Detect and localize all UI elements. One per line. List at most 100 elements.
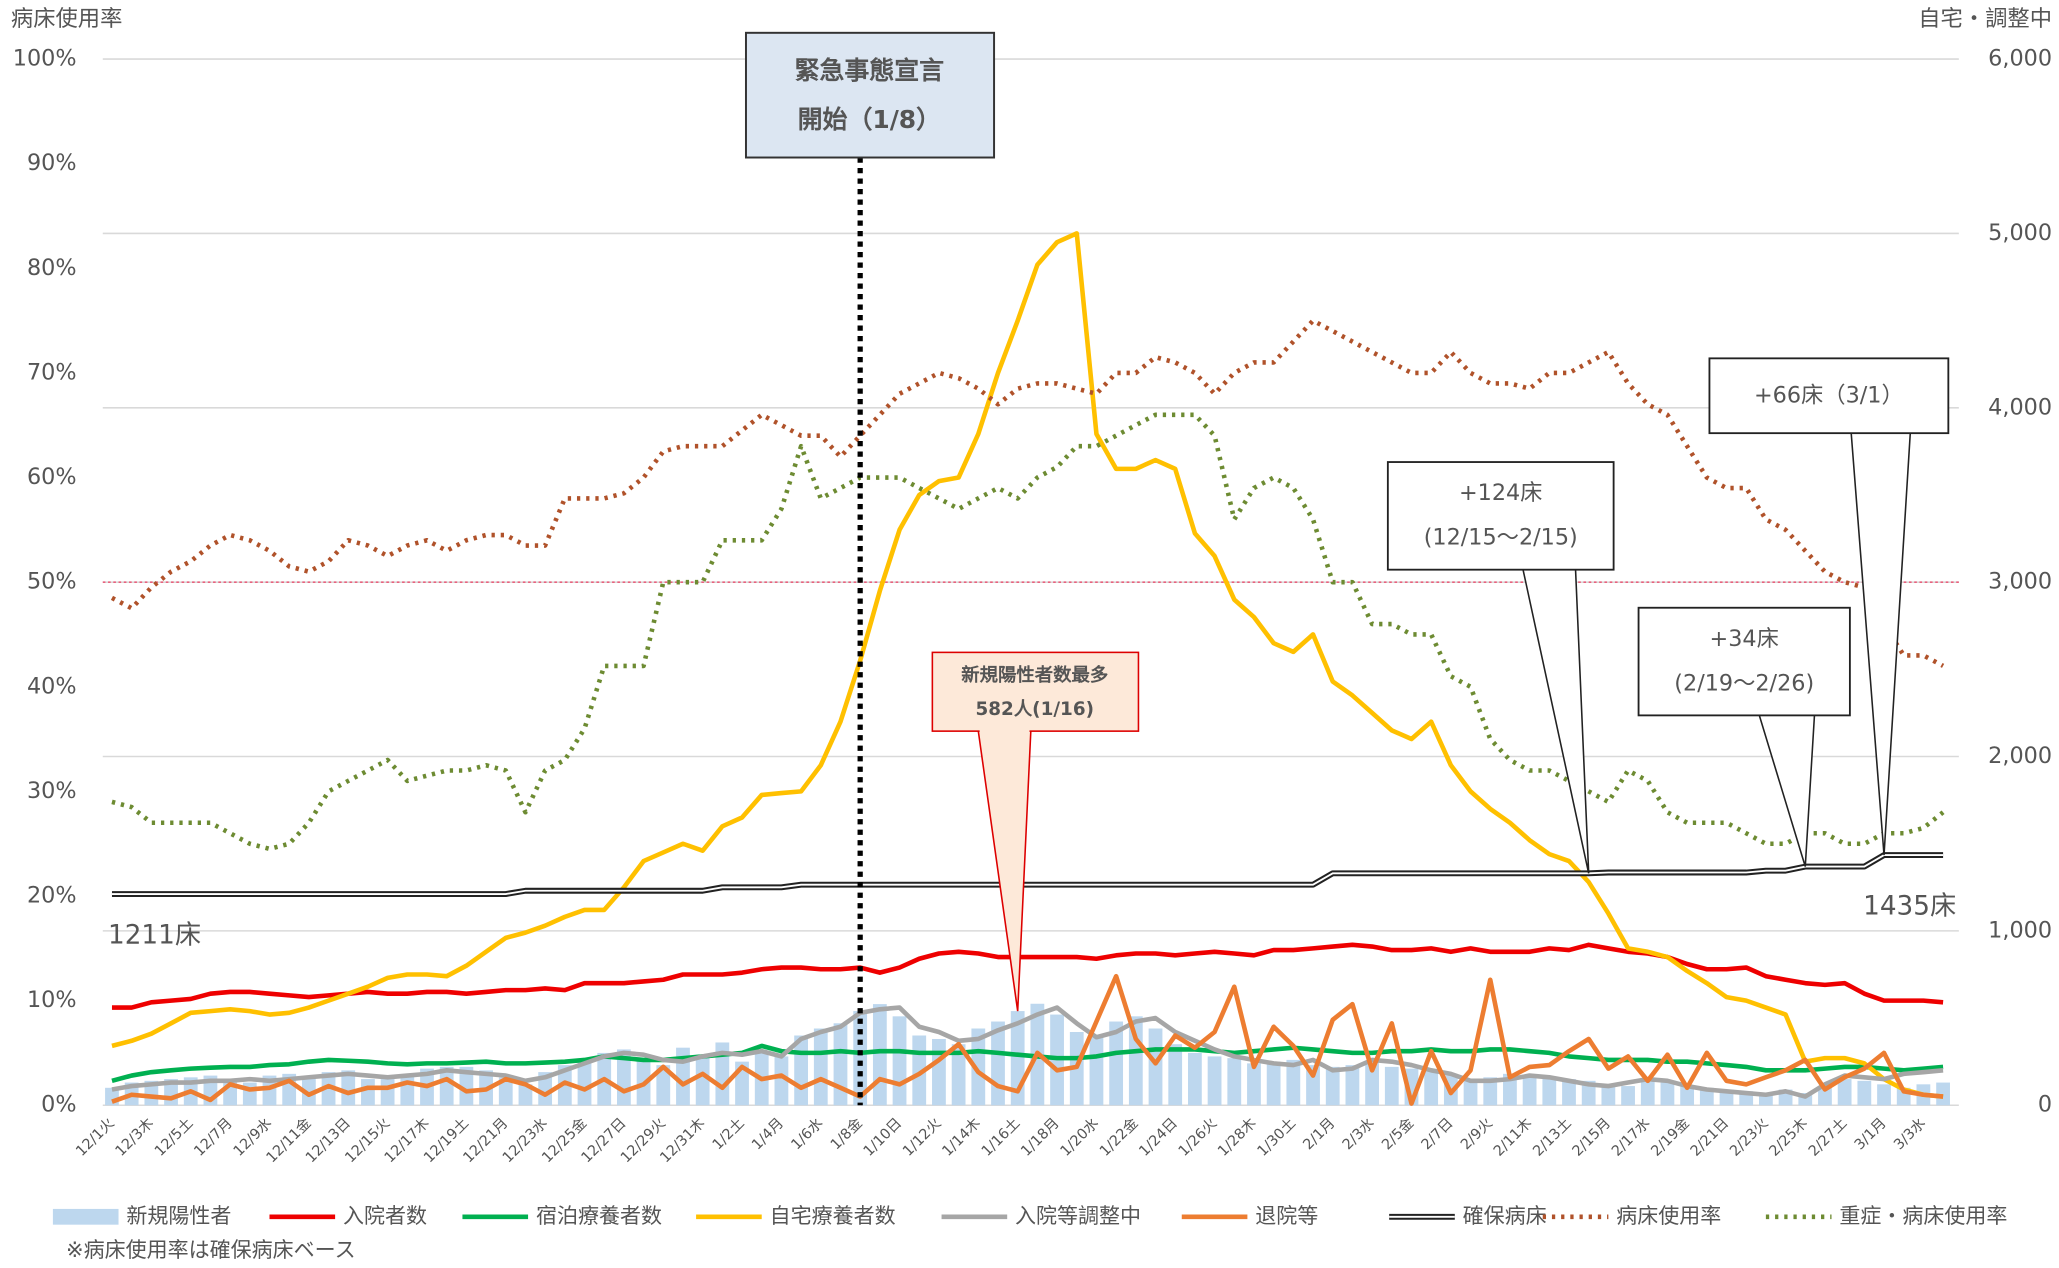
annotation-text: 新規陽性者数最多 [961,664,1108,686]
y-axis-title: 病床使用率 [11,6,123,32]
legend-label: 宿泊療養者数 [536,1204,662,1228]
bar [1365,1061,1379,1106]
legend-label: 新規陽性者 [126,1204,231,1228]
legend-label: 重症・病床使用率 [1839,1204,2007,1228]
bar [1483,1077,1498,1106]
bar [1660,1082,1675,1106]
bar [1207,1056,1222,1106]
x-tick-label: 2/13土 [1530,1115,1575,1160]
y-tick-label: 50% [27,569,77,595]
legend-label: 入院等調整中 [1015,1204,1141,1228]
x-tick-label: 1/30土 [1254,1115,1299,1160]
x-tick-label: 12/5土 [151,1115,196,1160]
x-tick-label: 1/22金 [1096,1114,1142,1160]
bar [1818,1086,1832,1106]
bar [1286,1059,1301,1106]
bar [1227,1058,1242,1106]
x-tick-label: 1/4月 [749,1115,787,1153]
line-series [111,412,1945,852]
annotation-text: +124床 [1459,480,1543,506]
bar [301,1077,316,1106]
legend-label: 入院者数 [343,1204,427,1228]
x-tick-label: 3/1月 [1852,1115,1890,1153]
bar [1266,1061,1281,1106]
x-tick-label: 2/21日 [1688,1115,1732,1159]
bar [872,1004,887,1106]
y-tick-label: 30% [27,778,77,804]
bar [1325,1066,1340,1106]
bar [380,1079,395,1106]
bar [1542,1077,1557,1106]
bar [1601,1084,1616,1106]
x-tick-label: 1/12火 [900,1115,944,1159]
bar [400,1075,415,1106]
bar [1680,1086,1695,1106]
annotation-pointer [977,730,1032,1012]
annotation-box [931,651,1140,732]
y-tick-label: 20% [27,883,77,909]
line-series [111,1005,1944,1099]
bar [1089,1035,1104,1106]
y2-tick-label: 6,000 [1988,46,2052,72]
y-tick-label: 40% [27,673,77,699]
annotation-pointer [1758,715,1816,867]
line-series-inner [111,854,1944,895]
bar [1148,1028,1163,1106]
x-tick-label: 1/10日 [861,1115,905,1159]
annotation-text: (12/15～2/15) [1424,525,1578,551]
annotation-text: +34床 [1710,626,1779,652]
bar [577,1061,592,1106]
y-tick-label: 0% [41,1092,76,1118]
bar [518,1084,533,1106]
x-tick-label: 2/25木 [1766,1115,1811,1160]
x-tick-label: 2/27土 [1805,1115,1850,1160]
y-tick-label: 90% [27,150,77,176]
annotation-box [1637,606,1851,717]
y-tick-label: 60% [27,464,77,490]
line-series [111,1043,1944,1084]
bar [695,1054,710,1106]
y2-tick-label: 4,000 [1988,394,2052,420]
x-tick-label: 1/20水 [1057,1114,1103,1160]
x-tick-label: 2/23火 [1727,1115,1771,1159]
x-tick-label: 1/26火 [1176,1115,1220,1159]
legend-label: 退院等 [1255,1204,1318,1228]
bar [1837,1079,1852,1106]
x-tick-label: 1/16土 [978,1115,1023,1160]
bar [1699,1087,1714,1106]
bar [439,1066,454,1106]
line-series [111,852,1944,897]
bar [932,1038,946,1106]
line-series [111,973,1944,1106]
x-tick-label: 1/14木 [939,1115,984,1160]
y2-tick-label: 5,000 [1988,220,2052,246]
x-tick-label: 12/3木 [112,1115,157,1160]
y-tick-label: 100% [13,46,77,72]
x-tick-label: 2/3水 [1339,1114,1378,1153]
annotation-text: 開始（1/8） [798,105,941,134]
x-tick-label: 2/19金 [1648,1114,1694,1160]
bar [498,1077,513,1106]
y-tick-label: 70% [27,359,77,385]
annotation-box [744,31,996,159]
y-tick-label: 10% [27,987,77,1013]
bar [341,1070,356,1106]
annotation-text: 1211床 [108,920,201,950]
bar [656,1065,671,1106]
annotation-text: 1435床 [1863,892,1956,922]
x-tick-label: 3/3水 [1890,1114,1929,1153]
bar [1247,1063,1261,1106]
x-tick-label: 2/1月 [1300,1115,1338,1153]
annotation-box [1386,461,1615,571]
bar [892,1016,907,1106]
x-tick-label: 1/6水 [788,1114,827,1153]
y2-axis-title: 自宅・調整中 [1918,6,2052,32]
annotation-text: 緊急事態宣言 [795,56,945,85]
y-tick-label: 80% [27,255,77,281]
bar [853,1011,868,1106]
bar [1128,1016,1143,1106]
legend-label: 自宅療養者数 [770,1204,896,1228]
x-tick-label: 12/1火 [73,1115,117,1159]
